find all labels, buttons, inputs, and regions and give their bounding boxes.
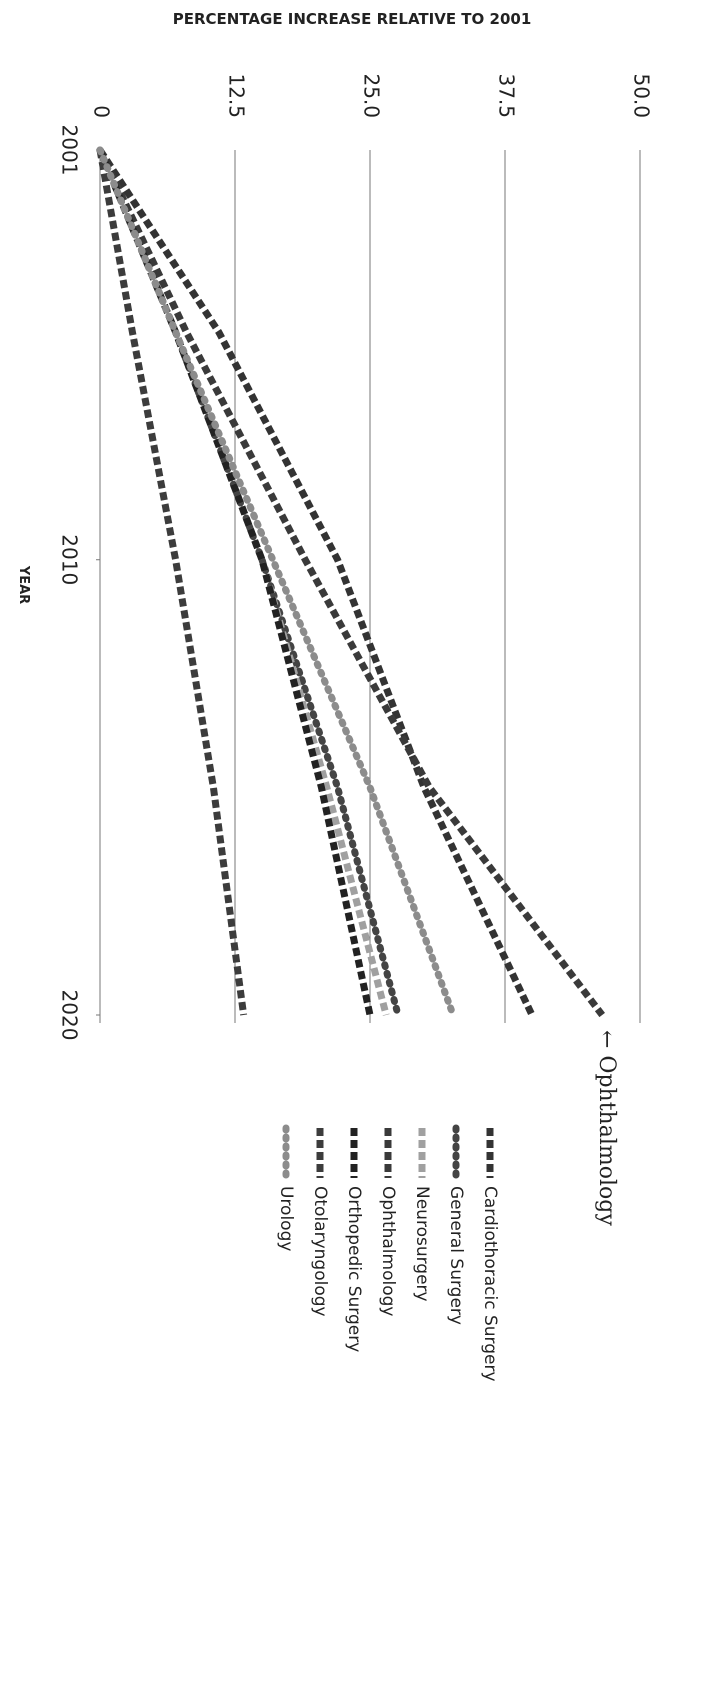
y-tick-label: 25.0 <box>360 73 384 118</box>
y-tick-label: 37.5 <box>495 73 519 118</box>
legend-label: General Surgery <box>446 1186 466 1325</box>
y-tick-label: 0 <box>90 105 114 118</box>
legend-label: Otolaryngology <box>310 1186 330 1317</box>
y-tick-label: 12.5 <box>225 73 249 118</box>
legend-label: Ophthalmology <box>378 1186 398 1316</box>
series-line <box>96 148 605 1018</box>
x-tick-label: 2001 <box>58 125 82 176</box>
series-line <box>96 146 402 1019</box>
y-tick-label: 50.0 <box>630 73 654 118</box>
series-line <box>96 149 248 1016</box>
legend-label: Urology <box>276 1186 296 1251</box>
series-line <box>97 148 536 1017</box>
series-line <box>96 146 457 1019</box>
y-axis-label: PERCENTAGE INCREASE RELATIVE TO 2001 <box>173 10 532 28</box>
x-tick-label: 2020 <box>58 990 82 1041</box>
annotation: ← Ophthalmology <box>594 1030 619 1226</box>
legend-label: Orthopedic Surgery <box>344 1186 364 1352</box>
legend-label: Neurosurgery <box>412 1186 432 1302</box>
legend-label: Cardiothoracic Surgery <box>480 1186 500 1382</box>
x-axis-label: YEAR <box>16 565 31 604</box>
x-tick-label: 2010 <box>58 534 82 585</box>
